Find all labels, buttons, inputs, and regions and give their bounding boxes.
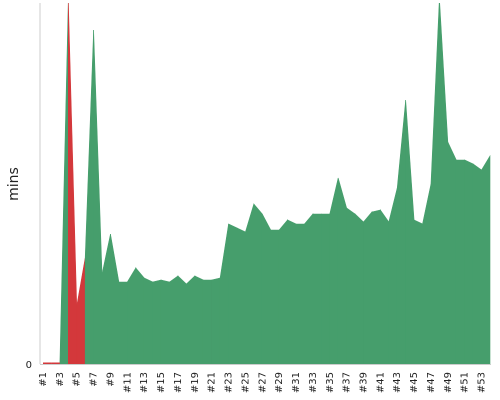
x-tick-labels: #1 #3 #5 #7 #9 #11 #13 #15 #17 #19 #21 #23 #25 #27 #29… (38, 372, 488, 393)
area-segment-47 (422, 183, 432, 365)
area-segment-27 (253, 203, 263, 365)
area-segment-18 (177, 275, 187, 365)
x-tick-label-5: #11 (122, 372, 133, 393)
x-tick-label-18: #37 (342, 372, 353, 393)
area-segment-43 (388, 187, 398, 365)
area-segment-51 (455, 159, 465, 365)
x-tick-label-26: #53 (477, 372, 488, 393)
area-segment-12 (127, 266, 137, 365)
area-segment-35 (321, 213, 331, 365)
x-tick-label-19: #39 (358, 372, 369, 393)
area-segment-49 (439, 3, 449, 365)
area-segment-36 (329, 177, 339, 365)
area-segment-29 (270, 229, 280, 365)
y-tick-label-0: 0 (26, 360, 32, 371)
area-segment-14 (143, 277, 153, 365)
x-tick-label-4: #9 (105, 372, 116, 387)
area-segment-41 (371, 209, 381, 365)
x-tick-label-9: #19 (190, 372, 201, 393)
area-segment-31 (287, 219, 297, 365)
x-tick-label-14: #29 (274, 372, 285, 393)
area-segment-32 (295, 223, 305, 365)
x-tick-label-7: #15 (156, 372, 167, 393)
area-segment-26 (245, 203, 255, 365)
area-segment-33 (304, 213, 314, 365)
x-tick-label-2: #5 (72, 372, 83, 387)
area-segment-21 (202, 279, 212, 365)
area-segments (43, 3, 491, 365)
area-segment-48 (430, 3, 440, 365)
area-segment-53 (472, 163, 482, 365)
area-segment-4 (59, 3, 69, 365)
x-tick-label-10: #21 (207, 372, 218, 393)
area-segment-39 (354, 213, 364, 365)
area-segment-19 (186, 275, 196, 365)
area-segment-15 (152, 279, 162, 365)
area-segment-37 (337, 177, 347, 365)
area-segment-44 (396, 99, 406, 365)
area-segment-28 (261, 213, 272, 365)
area-segment-6 (76, 257, 86, 365)
area-segment-45 (405, 99, 415, 365)
x-tick-label-17: #35 (325, 372, 336, 393)
area-segment-16 (160, 279, 170, 365)
x-tick-label-25: #51 (460, 372, 471, 393)
area-segment-9 (101, 233, 111, 365)
area-segment-17 (169, 275, 179, 365)
x-tick-label-21: #43 (392, 372, 403, 393)
area-segment-54 (481, 154, 491, 365)
x-tick-label-20: #41 (375, 372, 386, 393)
area-segment-24 (228, 223, 238, 365)
area-segment-38 (346, 207, 356, 365)
area-segment-8 (93, 29, 103, 365)
y-axis-title: mins (6, 167, 22, 201)
area-segment-10 (110, 233, 120, 365)
area-segment-34 (312, 213, 322, 365)
x-tick-label-0: #1 (38, 372, 49, 387)
area-segment-42 (380, 209, 390, 365)
x-tick-label-11: #23 (224, 372, 235, 393)
x-tick-label-13: #27 (257, 372, 268, 393)
x-tick-label-1: #3 (55, 372, 66, 387)
area-segment-50 (447, 141, 457, 365)
y-tick-labels: 0 (26, 360, 32, 371)
area-segment-23 (219, 223, 229, 365)
area-segment-46 (413, 219, 423, 365)
x-tick-label-16: #33 (308, 372, 319, 393)
area-segment-52 (464, 159, 474, 365)
area-segment-11 (118, 281, 128, 365)
x-tick-label-3: #7 (89, 372, 100, 387)
x-tick-label-22: #45 (409, 372, 420, 393)
area-segment-40 (363, 211, 373, 365)
area-segment-30 (278, 219, 288, 365)
area-segment-25 (236, 227, 246, 365)
x-tick-label-8: #17 (173, 372, 184, 393)
x-tick-label-15: #31 (291, 372, 302, 393)
area-segment-20 (194, 275, 204, 365)
x-tick-label-24: #49 (443, 372, 454, 393)
area-segment-22 (211, 277, 221, 365)
area-segment-5 (68, 3, 78, 365)
x-tick-label-6: #13 (139, 372, 150, 393)
x-tick-label-12: #25 (240, 372, 251, 393)
x-tick-label-23: #47 (426, 372, 437, 393)
area-segment-7 (84, 29, 94, 365)
area-segment-13 (135, 267, 145, 365)
